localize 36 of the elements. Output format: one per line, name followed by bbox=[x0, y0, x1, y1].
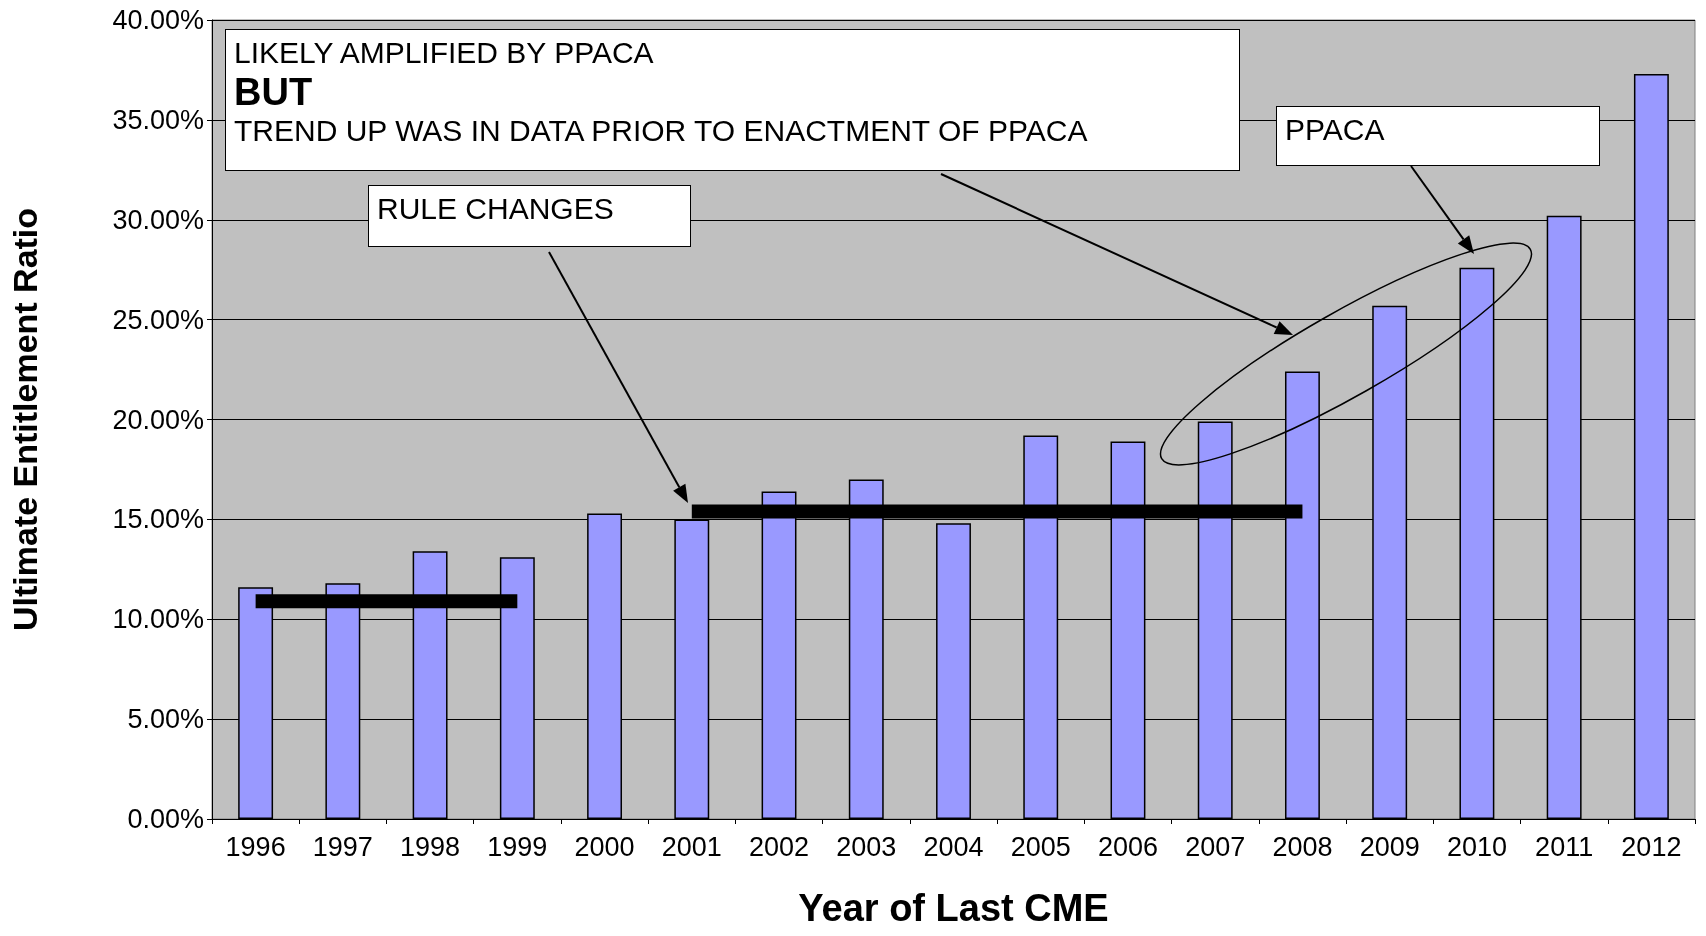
y-tick-label: 5.00% bbox=[127, 704, 204, 735]
x-tick-label: 2000 bbox=[574, 831, 635, 862]
annotation: BUT bbox=[234, 70, 314, 115]
x-tick-label: 1996 bbox=[225, 831, 286, 862]
y-tick-label: 0.00% bbox=[127, 804, 204, 834]
annotation: RULE CHANGES bbox=[377, 192, 615, 227]
y-tick-label: 25.00% bbox=[112, 304, 204, 335]
x-tick-label: 2006 bbox=[1097, 831, 1159, 862]
x-tick-label: 2001 bbox=[661, 831, 722, 862]
y-tick-label: 20.00% bbox=[112, 404, 204, 435]
y-tick-label: 10.00% bbox=[112, 604, 204, 635]
x-axis-title: Year of Last CME bbox=[798, 887, 1109, 929]
callout-box: RULE CHANGES bbox=[368, 185, 691, 247]
x-tick-label: 2007 bbox=[1185, 831, 1246, 862]
x-tick-label: 2003 bbox=[836, 831, 897, 862]
callout-box: LIKELY AMPLIFIED BY PPACA BUT TREND UP WAS IN DATA PRIOR TO ENACTMENT OF PPACA bbox=[225, 29, 1240, 171]
x-tick-label: 2012 bbox=[1621, 831, 1682, 862]
y-tick-label: 35.00% bbox=[112, 104, 204, 135]
x-tick-label: 2002 bbox=[748, 831, 810, 862]
y-tick-label: 30.00% bbox=[112, 204, 204, 235]
x-tick-label: 2008 bbox=[1272, 831, 1333, 862]
x-tick-label: 2005 bbox=[1010, 831, 1071, 862]
x-tick-label: 2004 bbox=[923, 831, 984, 862]
y-axis-title: Ultimate Entitlement Ratio bbox=[6, 207, 44, 632]
y-tick-label: 40.00% bbox=[112, 5, 204, 35]
x-tick-label: 2011 bbox=[1535, 831, 1594, 862]
callout-box: PPACA bbox=[1276, 106, 1600, 166]
annotation: LIKELY AMPLIFIED BY PPACA bbox=[234, 36, 655, 71]
x-tick-label: 2009 bbox=[1359, 831, 1420, 862]
x-tick-label: 2010 bbox=[1446, 831, 1507, 862]
annotation: TREND UP WAS IN DATA PRIOR TO ENACTMENT OF PPACA bbox=[234, 114, 1089, 149]
x-tick-label: 1998 bbox=[400, 831, 461, 862]
y-tick-label: 15.00% bbox=[112, 504, 204, 535]
x-tick-label: 1997 bbox=[312, 831, 373, 862]
x-tick-label: 1999 bbox=[487, 831, 548, 862]
annotation: PPACA bbox=[1285, 113, 1386, 148]
